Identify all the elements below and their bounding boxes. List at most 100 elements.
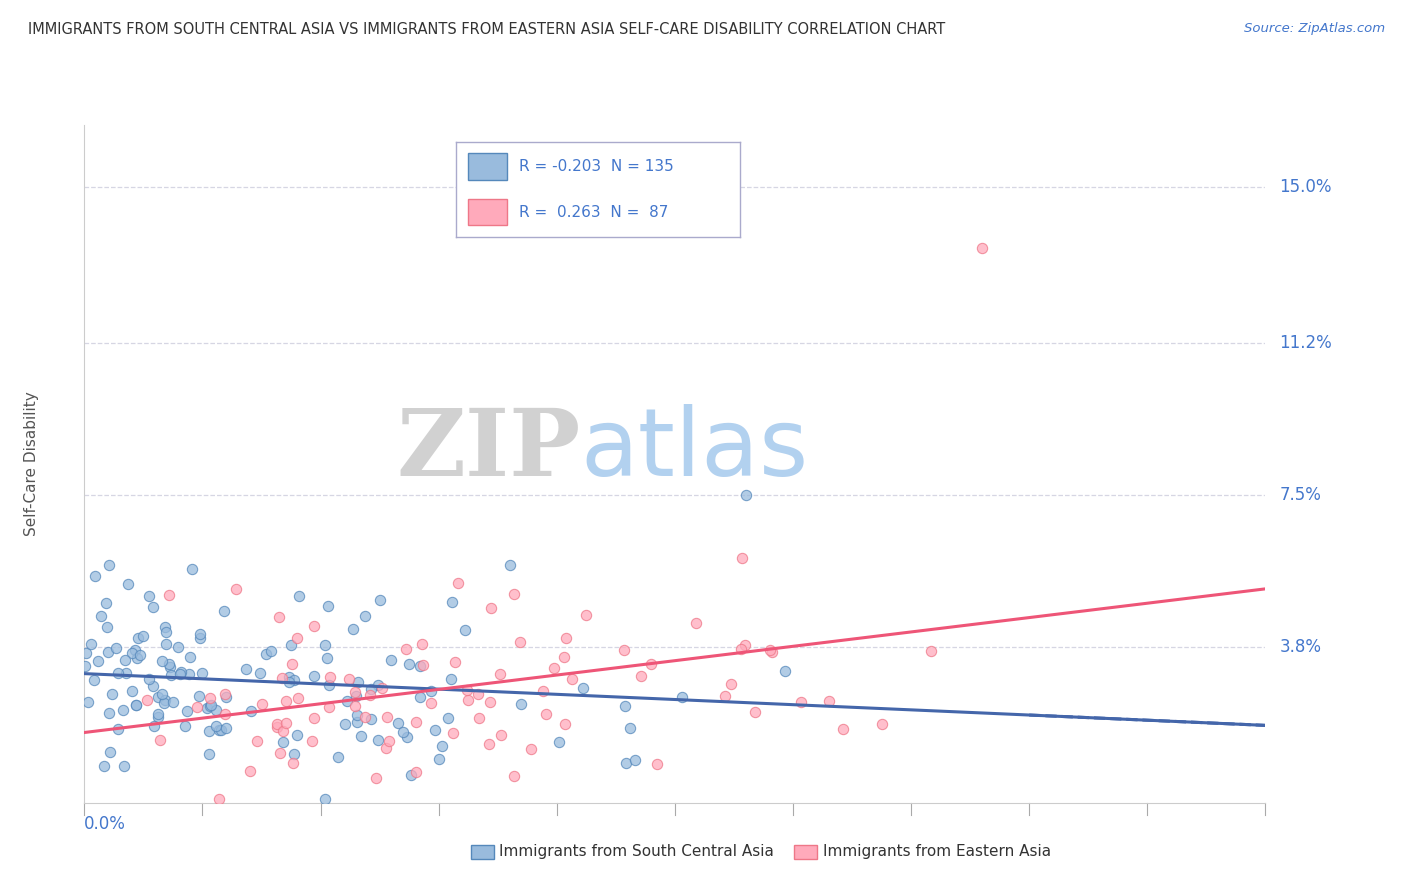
Point bbox=[553, 649, 575, 664]
Point bbox=[198, 699, 221, 714]
Point bbox=[456, 682, 478, 697]
Point bbox=[561, 672, 583, 686]
Text: Source: ZipAtlas.com: Source: ZipAtlas.com bbox=[1244, 22, 1385, 36]
Point bbox=[467, 686, 489, 700]
Point bbox=[278, 674, 301, 689]
Point bbox=[280, 638, 302, 652]
Point bbox=[142, 600, 165, 615]
Point bbox=[208, 791, 231, 805]
Point bbox=[129, 648, 152, 662]
Point bbox=[148, 707, 170, 722]
Point bbox=[188, 627, 211, 641]
Text: IMMIGRANTS FROM SOUTH CENTRAL ASIA VS IMMIGRANTS FROM EASTERN ASIA SELF-CARE DIS: IMMIGRANTS FROM SOUTH CENTRAL ASIA VS IM… bbox=[28, 22, 945, 37]
Text: 0.0%: 0.0% bbox=[84, 815, 127, 833]
Point bbox=[162, 695, 184, 709]
Point bbox=[160, 668, 183, 682]
Point bbox=[548, 735, 571, 749]
Point bbox=[447, 576, 470, 591]
Point bbox=[214, 604, 236, 618]
Point bbox=[271, 724, 294, 739]
Point bbox=[188, 632, 211, 646]
Point bbox=[302, 669, 325, 683]
Point bbox=[335, 717, 357, 731]
Point bbox=[359, 688, 381, 702]
Point bbox=[730, 641, 752, 656]
Point bbox=[93, 759, 115, 773]
Point bbox=[368, 593, 391, 607]
Text: Self-Care Disability: Self-Care Disability bbox=[24, 392, 39, 536]
Point bbox=[274, 694, 297, 708]
Point bbox=[281, 657, 304, 671]
Point bbox=[179, 649, 201, 664]
Point bbox=[174, 719, 197, 733]
Point bbox=[478, 696, 501, 710]
Point bbox=[249, 665, 271, 680]
Point bbox=[302, 618, 325, 632]
Point bbox=[353, 609, 375, 624]
Point bbox=[344, 698, 367, 713]
Point bbox=[454, 623, 477, 637]
Point bbox=[720, 677, 742, 691]
Point bbox=[685, 616, 707, 631]
Point bbox=[157, 588, 180, 602]
Point bbox=[225, 582, 247, 596]
Point bbox=[380, 653, 402, 667]
Point bbox=[267, 610, 290, 624]
Point bbox=[269, 746, 291, 760]
Point bbox=[377, 710, 399, 724]
Point bbox=[509, 635, 531, 649]
Point bbox=[97, 645, 120, 659]
Point bbox=[316, 651, 339, 665]
Point bbox=[831, 722, 853, 736]
Point bbox=[104, 641, 127, 656]
Point bbox=[489, 728, 512, 742]
Point bbox=[260, 644, 283, 658]
Point bbox=[440, 672, 463, 686]
Point bbox=[420, 684, 443, 698]
Point bbox=[387, 716, 409, 731]
Point bbox=[246, 733, 269, 747]
Point bbox=[198, 747, 221, 761]
Point bbox=[125, 698, 148, 713]
Point bbox=[773, 664, 796, 678]
Point bbox=[554, 716, 576, 731]
Point bbox=[121, 684, 143, 698]
Point bbox=[198, 691, 221, 706]
Point bbox=[354, 710, 377, 724]
Point bbox=[285, 632, 308, 646]
Point bbox=[254, 647, 277, 661]
Point bbox=[125, 698, 148, 713]
Point bbox=[75, 646, 97, 660]
Point bbox=[316, 599, 339, 614]
Point bbox=[314, 791, 336, 805]
Point bbox=[124, 643, 146, 657]
Point bbox=[149, 733, 172, 747]
Point bbox=[342, 622, 364, 636]
Point bbox=[713, 689, 735, 703]
Point bbox=[734, 638, 756, 652]
Point bbox=[319, 670, 342, 684]
Point bbox=[239, 704, 262, 718]
Point bbox=[152, 696, 174, 710]
Point bbox=[288, 589, 311, 603]
Point bbox=[271, 671, 294, 685]
Point bbox=[759, 643, 782, 657]
Point bbox=[155, 624, 177, 639]
Point bbox=[531, 684, 554, 698]
Point bbox=[392, 724, 415, 739]
Point bbox=[143, 719, 166, 733]
Point bbox=[169, 667, 191, 681]
Point bbox=[176, 704, 198, 718]
Point bbox=[630, 668, 652, 682]
Point bbox=[405, 715, 427, 730]
Point bbox=[920, 644, 942, 658]
Point bbox=[112, 703, 135, 717]
Point bbox=[276, 716, 298, 731]
Point bbox=[411, 637, 433, 651]
Point bbox=[398, 657, 420, 671]
Point bbox=[419, 696, 441, 710]
Point bbox=[367, 678, 389, 692]
Point bbox=[101, 687, 124, 701]
Point bbox=[366, 771, 388, 785]
Point bbox=[425, 723, 447, 738]
